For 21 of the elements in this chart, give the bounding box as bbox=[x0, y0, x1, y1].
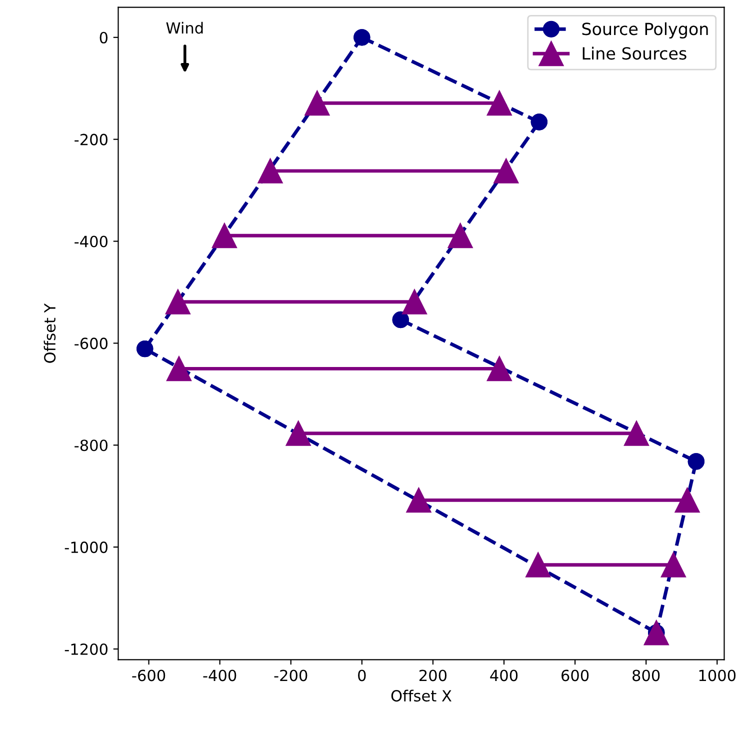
x-tick-label: -600 bbox=[132, 670, 166, 682]
y-tick-label: -400 bbox=[74, 236, 108, 248]
x-tick-label: 800 bbox=[632, 670, 660, 682]
x-tick-label: 0 bbox=[358, 670, 366, 682]
y-tick-label: -1200 bbox=[64, 643, 108, 656]
y-tick-label: -800 bbox=[74, 440, 108, 452]
x-tick-label: 600 bbox=[562, 670, 589, 682]
y-tick-label: -200 bbox=[74, 134, 108, 146]
y-tick-label: 0 bbox=[100, 32, 108, 44]
x-tick-label: 1000 bbox=[699, 670, 736, 682]
x-tick-label: 200 bbox=[419, 670, 447, 682]
x-tick-label: 400 bbox=[490, 670, 518, 682]
y-tick-label: -600 bbox=[74, 338, 108, 350]
legend-label: Source Polygon bbox=[582, 22, 708, 38]
annotation: Wind bbox=[166, 22, 203, 34]
y-tick-label: -1000 bbox=[64, 542, 108, 554]
x-axis-title: Offset X bbox=[391, 690, 452, 702]
legend-label: Line Sources bbox=[582, 46, 686, 60]
x-tick-label: -400 bbox=[203, 670, 236, 682]
x-tick-label: -200 bbox=[274, 670, 308, 682]
y-axis-title: Offset Y bbox=[44, 303, 56, 363]
